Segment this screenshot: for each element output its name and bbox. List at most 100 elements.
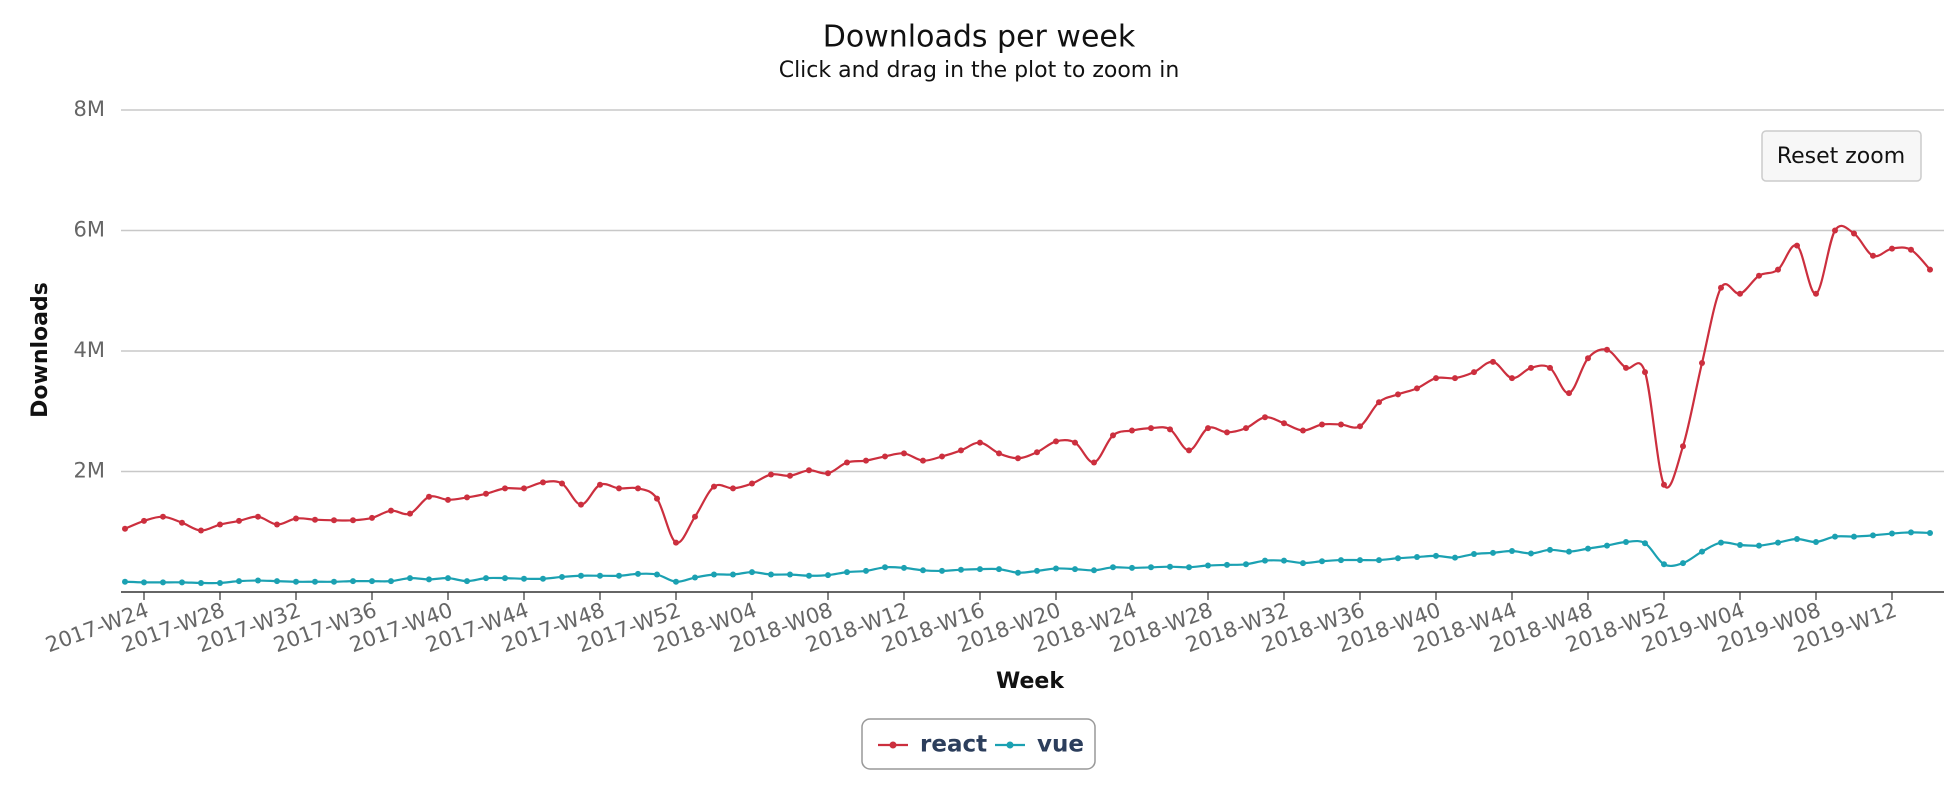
point-marker [1889,245,1895,252]
point-marker [730,485,736,492]
point-marker [1395,391,1401,398]
point-marker [1851,230,1857,237]
point-marker [1338,557,1344,564]
point-marker [635,485,641,492]
point-marker [1566,548,1572,555]
point-marker [331,517,337,524]
point-marker [1547,364,1553,371]
point-marker [1205,425,1211,432]
point-marker [1908,529,1914,536]
point-marker [1566,390,1572,397]
point-marker [122,578,128,585]
point-marker [1737,290,1743,297]
y-tick-label: 8M [74,97,105,121]
point-marker [1528,550,1534,557]
point-marker [768,571,774,578]
point-marker [1053,565,1059,572]
point-marker [1281,557,1287,564]
button-label[interactable]: Reset zoom [1777,144,1905,169]
point-marker [1604,346,1610,353]
point-marker [559,480,565,487]
legend-marker[interactable] [889,741,897,749]
point-marker [1167,563,1173,570]
point-marker [616,572,622,579]
point-marker [1851,533,1857,540]
point-marker [179,519,185,526]
legend-label[interactable]: react [920,732,987,758]
point-marker [882,564,888,571]
point-marker [1699,548,1705,555]
point-marker [1395,555,1401,562]
point-marker [616,485,622,492]
point-marker [1623,364,1629,371]
point-marker [958,447,964,454]
y-axis-title: Downloads [28,282,53,418]
point-marker [502,485,508,492]
point-marker [521,485,527,492]
point-marker [388,578,394,585]
point-marker [1034,449,1040,456]
point-marker [673,539,679,546]
point-marker [407,510,413,517]
point-marker [711,571,717,578]
point-marker [1490,358,1496,365]
point-marker [1794,535,1800,542]
point-marker [1376,557,1382,564]
point-marker [692,513,698,520]
point-marker [1205,562,1211,569]
point-marker [179,579,185,586]
point-marker [426,493,432,500]
point-marker [920,457,926,464]
chart-subtitle: Click and drag in the plot to zoom in [779,58,1180,83]
point-marker [1756,542,1762,549]
point-marker [1243,561,1249,568]
point-marker [939,453,945,460]
point-marker [1471,369,1477,376]
point-marker [1699,360,1705,367]
point-marker [578,501,584,508]
point-marker [141,517,147,524]
point-marker [483,575,489,582]
point-marker [1148,564,1154,571]
point-marker [350,578,356,585]
point-marker [331,578,337,585]
point-marker [578,572,584,579]
point-marker [312,578,318,585]
point-marker [749,569,755,576]
point-marker [1224,561,1230,568]
point-marker [426,576,432,583]
point-marker [730,571,736,578]
point-marker [806,467,812,474]
point-marker [673,578,679,585]
legend-marker[interactable] [1006,741,1014,749]
point-marker [540,575,546,582]
point-marker [711,483,717,490]
point-marker [1357,423,1363,430]
point-marker [1072,566,1078,573]
y-tick-label: 6M [74,218,105,242]
point-marker [198,527,204,534]
point-marker [464,578,470,585]
point-marker [1604,542,1610,549]
point-marker [806,572,812,579]
legend-label[interactable]: vue [1037,732,1084,758]
point-marker [844,569,850,576]
point-marker [1186,447,1192,454]
point-marker [996,450,1002,457]
point-marker [198,579,204,586]
point-marker [1300,560,1306,567]
point-marker [1148,425,1154,432]
point-marker [996,566,1002,573]
point-marker [1262,557,1268,564]
reset-zoom-button[interactable]: Reset zoom [1761,130,1922,182]
point-marker [217,521,223,528]
point-marker [597,481,603,488]
point-marker [350,517,356,524]
point-marker [1680,560,1686,567]
point-marker [1281,420,1287,427]
point-marker [388,507,394,514]
button-background[interactable] [1761,130,1922,182]
point-marker [1471,551,1477,558]
point-marker [160,513,166,520]
point-marker [1927,266,1933,273]
